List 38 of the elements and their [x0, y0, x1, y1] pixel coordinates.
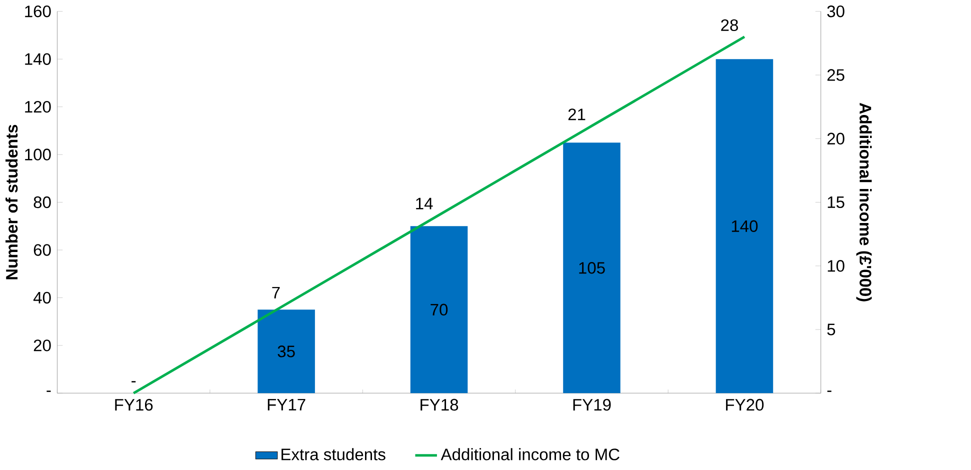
legend-label: Extra students — [282, 448, 386, 461]
data-label: 7 — [272, 287, 280, 299]
y-tick-label: 20 — [34, 340, 51, 352]
y2-tick-label: 5 — [827, 324, 836, 336]
y-tick-label: 80 — [34, 196, 51, 208]
x-tick-label: FY16 — [115, 399, 153, 411]
y2-tick-label: 15 — [828, 196, 844, 208]
x-tick-label: FY18 — [420, 399, 458, 411]
x-tick-label: FY17 — [268, 399, 306, 411]
y-tick-label: 120 — [25, 101, 51, 113]
y-tick-label: 100 — [25, 148, 51, 161]
bar — [563, 142, 620, 394]
y2-tick-label: 30 — [827, 6, 844, 18]
y2-tick-label: 20 — [827, 133, 844, 145]
bar — [258, 310, 315, 394]
data-label: 21 — [568, 108, 586, 120]
y-tick-label: 160 — [25, 6, 51, 18]
bar — [410, 226, 468, 394]
legend-label: Additional income to MC — [440, 448, 620, 461]
data-label: 35 — [278, 346, 295, 358]
y2-tick-label: 10 — [828, 260, 844, 272]
y-tick-label: 140 — [25, 53, 51, 66]
bar — [716, 59, 774, 394]
data-label: - — [132, 381, 136, 383]
y-tick-label: 40 — [33, 292, 51, 304]
y2-tick-label: 25 — [827, 69, 844, 82]
x-tick-label: FY20 — [726, 399, 764, 411]
data-label: 28 — [721, 20, 738, 32]
data-label: 14 — [416, 198, 433, 210]
data-label: 105 — [579, 262, 605, 274]
data-label: 140 — [732, 220, 758, 232]
y2-tick-label: - — [827, 390, 832, 392]
y-axis-title: Number of students — [6, 125, 18, 280]
x-tick-label: FY19 — [573, 399, 611, 411]
y2-axis-title: Additional income (£'000) — [856, 103, 872, 302]
data-label: 70 — [430, 304, 448, 316]
y-tick-label: 60 — [34, 244, 51, 256]
y-tick-label: - — [46, 390, 51, 392]
